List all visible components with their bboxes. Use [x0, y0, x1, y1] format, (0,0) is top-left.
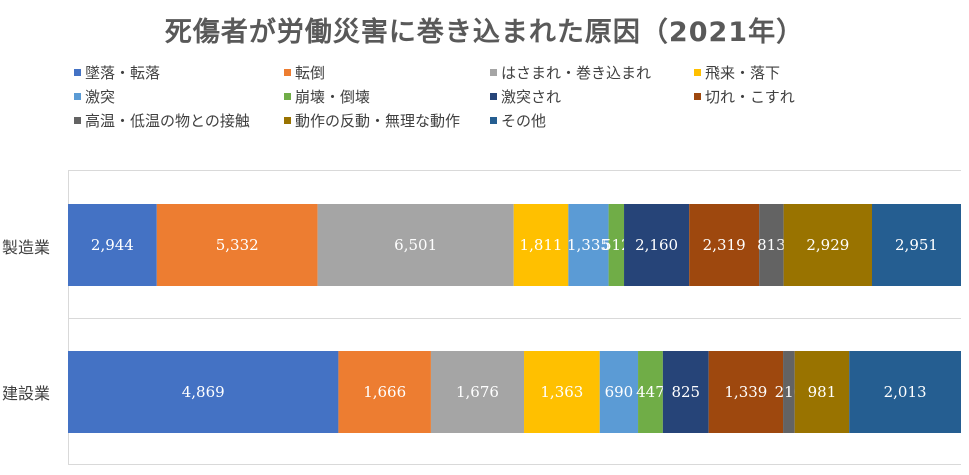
bar-segment: [689, 204, 760, 286]
bar-segment: [624, 204, 690, 286]
bar-segment: [513, 204, 569, 286]
legend-label: 激突され: [501, 88, 562, 106]
legend-item: 墜落・転落: [74, 62, 160, 83]
legend-label: 飛来・落下: [705, 64, 781, 82]
legend-item: 転倒: [284, 62, 325, 83]
data-label: 2,013: [884, 383, 927, 401]
data-label: 2,160: [635, 236, 678, 254]
bar-segment: [68, 204, 157, 286]
legend-swatch: [284, 69, 291, 76]
legend-label: 動作の反動・無理な動作: [295, 112, 461, 130]
legend-label: 崩壊・倒壊: [295, 88, 371, 106]
legend-swatch: [694, 69, 701, 76]
legend-item: 切れ・こすれ: [694, 86, 795, 107]
bar-segment: [759, 204, 784, 286]
legend-swatch: [74, 93, 81, 100]
data-label: 4,869: [182, 383, 225, 401]
data-label: 5,332: [216, 236, 259, 254]
legend-swatch: [694, 93, 701, 100]
legend-item: 飛来・落下: [694, 62, 780, 83]
bar-segment: [338, 351, 431, 433]
data-label: 825: [671, 383, 700, 401]
legend-item: 高温・低温の物との接触: [74, 110, 250, 131]
bar-segment: [524, 351, 600, 433]
category-label-manufacturing: 製造業: [2, 238, 51, 257]
bar-segment: [317, 204, 514, 286]
data-label: 512: [602, 236, 631, 254]
bar-segment: [783, 204, 872, 286]
category-label-construction: 建設業: [2, 384, 51, 403]
bar-segment: [871, 204, 961, 286]
data-label: 2,951: [895, 236, 938, 254]
data-label: 447: [636, 383, 665, 401]
data-label: 690: [605, 383, 634, 401]
legend-label: はさまれ・巻き込まれ: [501, 64, 652, 82]
bar-segment: [68, 351, 339, 433]
data-label: 1,335: [567, 236, 610, 254]
bar-segment: [708, 351, 784, 433]
legend-swatch: [74, 117, 81, 124]
bar-segment: [568, 204, 609, 286]
data-label: 2,929: [806, 236, 849, 254]
legend-label: その他: [501, 112, 547, 130]
bar-segment: [849, 351, 961, 433]
legend-label: 墜落・転落: [85, 64, 161, 82]
chart-title: 死傷者が労働災害に巻き込まれた原因（2021年）: [164, 17, 805, 48]
bar-segment: [794, 351, 850, 433]
data-label: 813: [757, 236, 786, 254]
bar-segment: [156, 204, 318, 286]
bar-segment: [638, 351, 663, 433]
bar-segment: [599, 351, 639, 433]
plot-area: [68, 170, 961, 465]
data-label: 1,666: [363, 383, 406, 401]
legend-item: はさまれ・巻き込まれ: [490, 62, 651, 83]
legend-swatch: [74, 69, 81, 76]
bar-segment: [608, 204, 625, 286]
legend-label: 激突: [85, 88, 116, 106]
data-label: 6,501: [394, 236, 437, 254]
data-label: 981: [808, 383, 837, 401]
data-label: 2,944: [91, 236, 134, 254]
data-label: 1,363: [540, 383, 583, 401]
legend-label: 切れ・こすれ: [705, 88, 795, 106]
legend-swatch: [490, 69, 497, 76]
legend-swatch: [490, 93, 497, 100]
bar-segment: [430, 351, 525, 433]
legend-item: 激突: [74, 86, 115, 107]
bar-segment: [783, 351, 795, 433]
legend-swatch: [490, 117, 497, 124]
data-label: 2,319: [703, 236, 746, 254]
legend-swatch: [284, 117, 291, 124]
legend-item: その他: [490, 110, 546, 131]
legend-label: 高温・低温の物との接触: [85, 112, 250, 130]
legend-item: 動作の反動・無理な動作: [284, 110, 460, 131]
data-label: 1,811: [520, 236, 563, 254]
data-label: 1,676: [456, 383, 499, 401]
legend-item: 崩壊・倒壊: [284, 86, 370, 107]
legend-label: 転倒: [295, 64, 326, 82]
bar-segment: [662, 351, 709, 433]
data-label: 1,339: [724, 383, 767, 401]
legend-swatch: [284, 93, 291, 100]
category-divider: [68, 318, 961, 319]
legend-item: 激突され: [490, 86, 561, 107]
